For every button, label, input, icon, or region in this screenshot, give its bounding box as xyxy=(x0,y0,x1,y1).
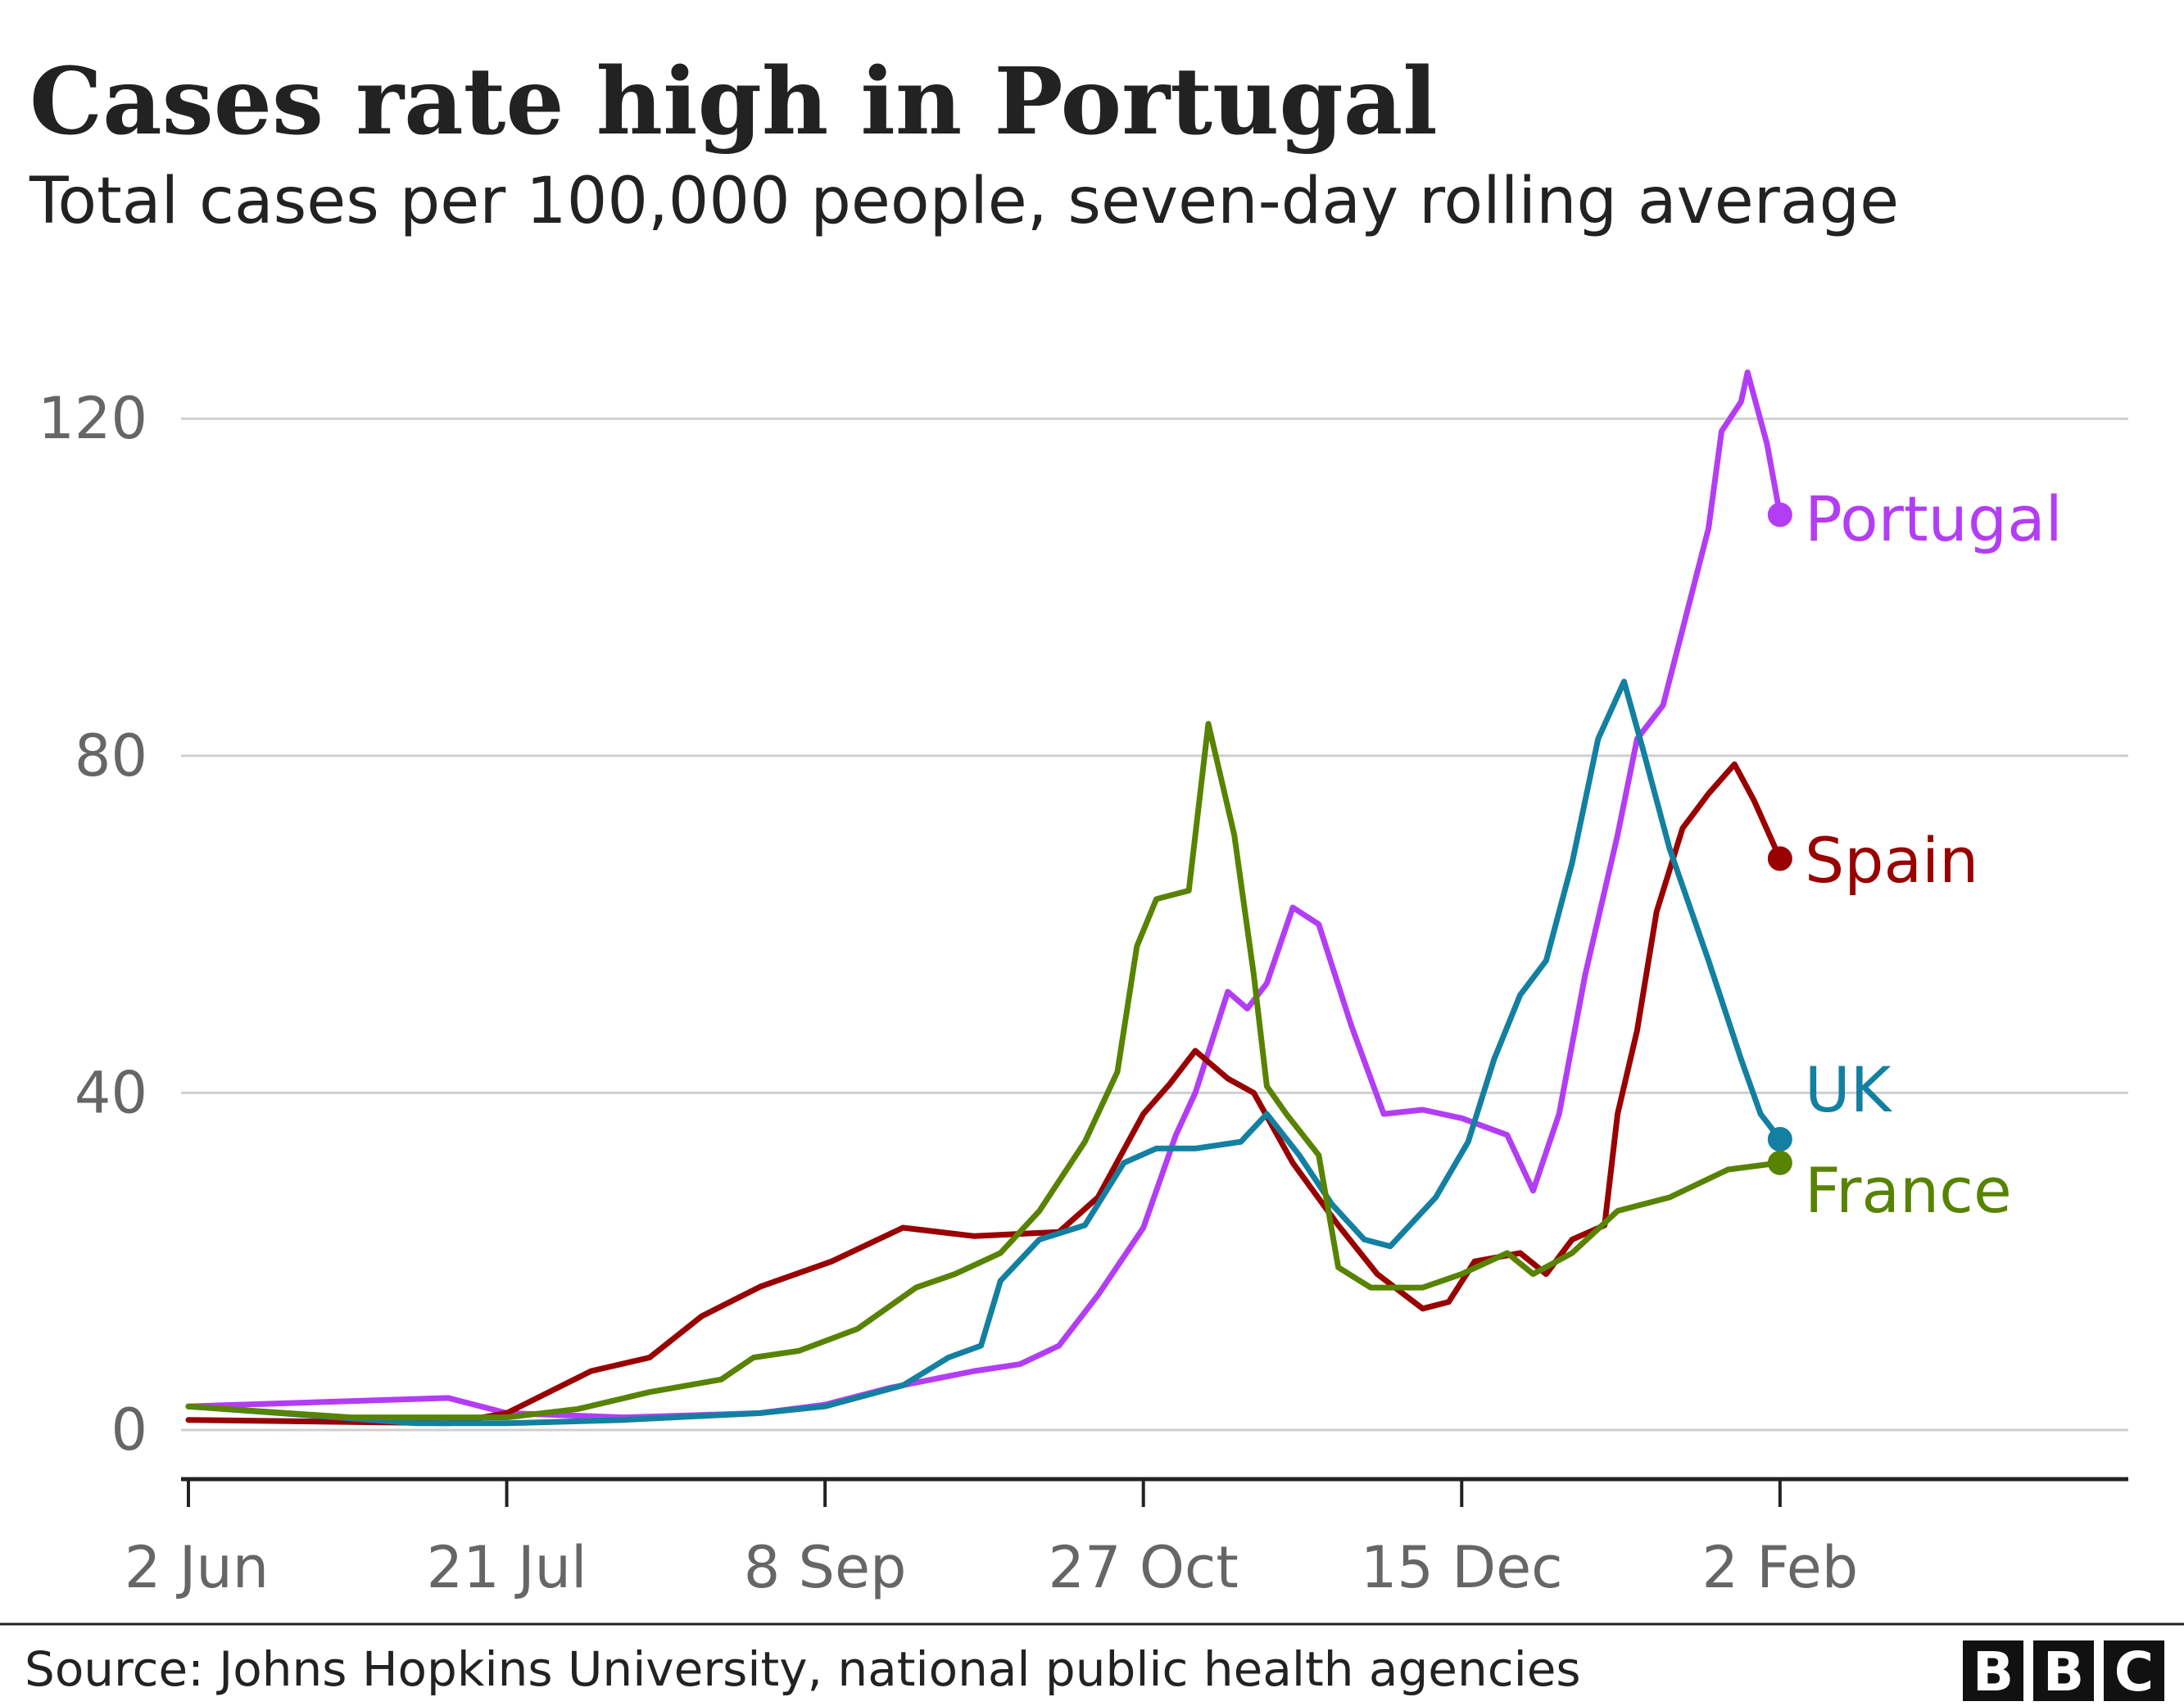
y-tick-label: 40 xyxy=(75,1059,147,1126)
y-tick-label: 120 xyxy=(38,385,147,452)
end-point-uk xyxy=(1767,1126,1792,1152)
end-point-portugal xyxy=(1767,502,1792,527)
x-tick-label: 2 Feb xyxy=(1701,1534,1858,1601)
source-note: Source: Johns Hopkins University, nation… xyxy=(25,1641,1581,1697)
series-label-spain: Spain xyxy=(1805,824,1978,897)
x-tick-label: 27 Oct xyxy=(1049,1534,1239,1601)
series-label-portugal: Portugal xyxy=(1805,482,2063,555)
svg-text:B: B xyxy=(1973,1640,2014,1704)
x-tick-label: 2 Jun xyxy=(125,1534,269,1601)
y-tick-label: 80 xyxy=(75,722,147,790)
x-tick-label: 21 Jul xyxy=(427,1534,587,1601)
x-tick-label: 15 Dec xyxy=(1361,1534,1563,1601)
bbc-logo: B B C xyxy=(1963,1640,2164,1704)
series-line-spain xyxy=(185,761,1783,1427)
svg-text:B: B xyxy=(2043,1640,2084,1704)
end-point-france xyxy=(1767,1150,1792,1175)
end-point-spain xyxy=(1767,846,1792,871)
svg-text:C: C xyxy=(2114,1640,2154,1704)
x-tick-label: 8 Sep xyxy=(744,1534,907,1601)
chart-subtitle: Total cases per 100,000 people, seven-da… xyxy=(29,165,1899,238)
series-line-france xyxy=(185,721,1783,1421)
chart-title: Cases rate high in Portugal xyxy=(29,48,1438,156)
series-label-france: France xyxy=(1805,1154,2012,1227)
series-line-uk xyxy=(185,678,1783,1427)
series-label-uk: UK xyxy=(1805,1053,1893,1126)
y-tick-label: 0 xyxy=(111,1396,147,1464)
